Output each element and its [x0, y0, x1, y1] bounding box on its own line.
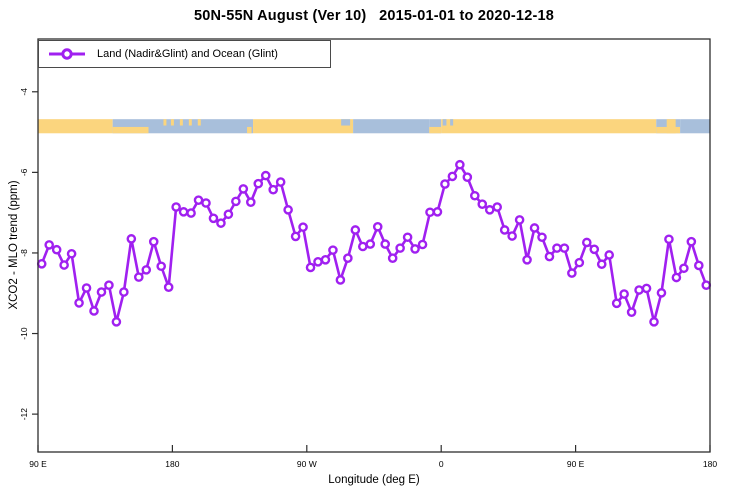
- legend-box: Land (Nadir&Glint) and Ocean (Glint): [38, 40, 331, 68]
- svg-text:-4: -4: [19, 88, 29, 96]
- plot-frame: [37, 38, 711, 453]
- svg-text:180: 180: [703, 459, 717, 469]
- svg-text:0: 0: [439, 459, 444, 469]
- svg-text:90 E: 90 E: [567, 459, 585, 469]
- svg-text:180: 180: [165, 459, 179, 469]
- y-axis-label: XCO2 - MLO trend (ppm): [8, 180, 20, 310]
- chart-title: 50N-55N August (Ver 10) 2015-01-01 to 20…: [193, 8, 555, 24]
- svg-text:90 E: 90 E: [29, 459, 47, 469]
- x-axis-label: Longitude (deg E): [328, 474, 420, 486]
- svg-text:-10: -10: [19, 327, 29, 340]
- svg-text:-6: -6: [19, 168, 29, 176]
- svg-text:90 W: 90 W: [297, 459, 317, 469]
- data-series-line: [36, 159, 712, 327]
- legend-line-marker-icon: [49, 48, 85, 60]
- land-ocean-map-strip: [38, 119, 710, 134]
- svg-text:-12: -12: [19, 408, 29, 421]
- svg-text:-8: -8: [19, 249, 29, 257]
- legend-label: Land (Nadir&Glint) and Ocean (Glint): [97, 48, 278, 60]
